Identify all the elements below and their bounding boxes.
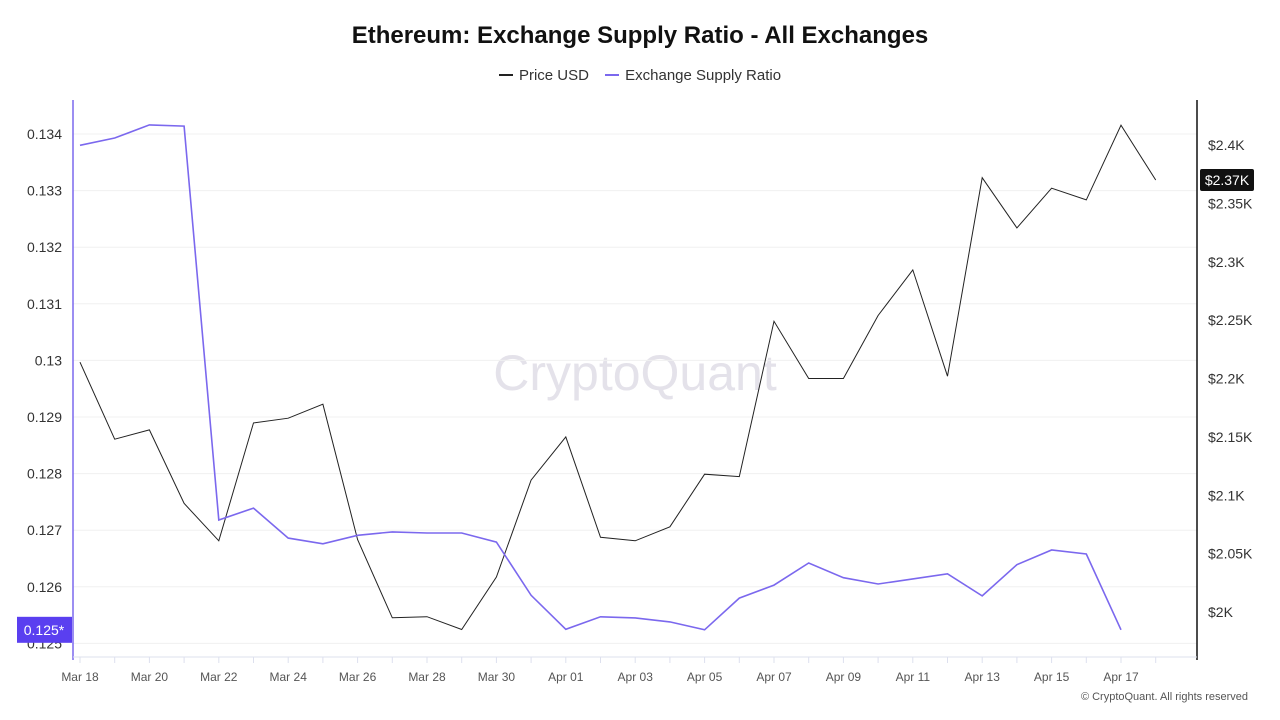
legend-label-supply-ratio: Exchange Supply Ratio (625, 66, 782, 84)
right-tick-label: $2.2K (1208, 371, 1245, 387)
legend-swatch-price (498, 74, 513, 76)
x-tick-label: Apr 09 (826, 670, 862, 684)
x-tick-label: Apr 05 (687, 670, 723, 684)
left-tick-label: 0.126 (27, 579, 62, 595)
price-last-value-tag (1200, 169, 1254, 192)
right-tick-label: $2.4K (1208, 137, 1245, 153)
x-tick-label: Apr 13 (965, 670, 1001, 684)
x-tick-label: Apr 03 (618, 670, 654, 684)
x-tick-label: Mar 20 (131, 670, 169, 684)
x-tick-label: Mar 22 (200, 670, 238, 684)
legend: Price USD Exchange Supply Ratio (0, 63, 1280, 84)
legend-item-supply-ratio[interactable]: Exchange Supply Ratio (605, 67, 781, 84)
supply-ratio-last-value-tag (17, 616, 72, 643)
watermark: CryptoQuant (493, 345, 777, 401)
right-tick-label: $2.3K (1208, 254, 1245, 270)
supply-ratio-last-value-label: 0.125* (24, 622, 65, 638)
left-tick-label: 0.127 (27, 522, 62, 538)
copyright-footer: © CryptoQuant. All rights reserved (1080, 691, 1248, 703)
right-tick-label: $2.1K (1208, 487, 1245, 503)
right-tick-label: $2.05K (1208, 546, 1253, 562)
x-tick-label: Apr 07 (756, 670, 792, 684)
left-tick-label: 0.134 (27, 126, 62, 142)
right-tick-label: $2K (1208, 604, 1234, 620)
x-tick-label: Mar 18 (61, 670, 99, 684)
left-tick-label: 0.132 (27, 239, 62, 255)
right-tick-label: $2.35K (1208, 195, 1253, 211)
price-last-value-label: $2.37K (1205, 172, 1250, 188)
right-tick-label: $2.15K (1208, 429, 1253, 445)
series-line-price (79, 124, 1157, 631)
legend-item-price[interactable]: Price USD (498, 66, 589, 84)
left-tick-label: 0.133 (27, 183, 62, 199)
left-tick-label: 0.13 (35, 352, 62, 368)
x-tick-label: Mar 26 (339, 670, 377, 684)
x-tick-label: Mar 30 (478, 670, 516, 684)
left-tick-label: 0.129 (27, 409, 62, 425)
left-tick-label: 0.128 (27, 466, 62, 482)
x-tick-label: Apr 17 (1103, 670, 1139, 684)
x-tick-label: Mar 28 (408, 670, 446, 684)
right-tick-label: $2.25K (1208, 312, 1253, 328)
legend-swatch-supply-ratio (605, 74, 620, 76)
x-tick-label: Apr 11 (896, 670, 931, 684)
x-tick-label: Mar 24 (270, 670, 308, 684)
x-tick-label: Apr 01 (548, 670, 584, 684)
legend-label-price: Price USD (518, 66, 589, 84)
chart-title: Ethereum: Exchange Supply Ratio - All Ex… (351, 22, 929, 49)
x-tick-label: Apr 15 (1034, 670, 1070, 684)
left-tick-label: 0.131 (27, 296, 62, 312)
